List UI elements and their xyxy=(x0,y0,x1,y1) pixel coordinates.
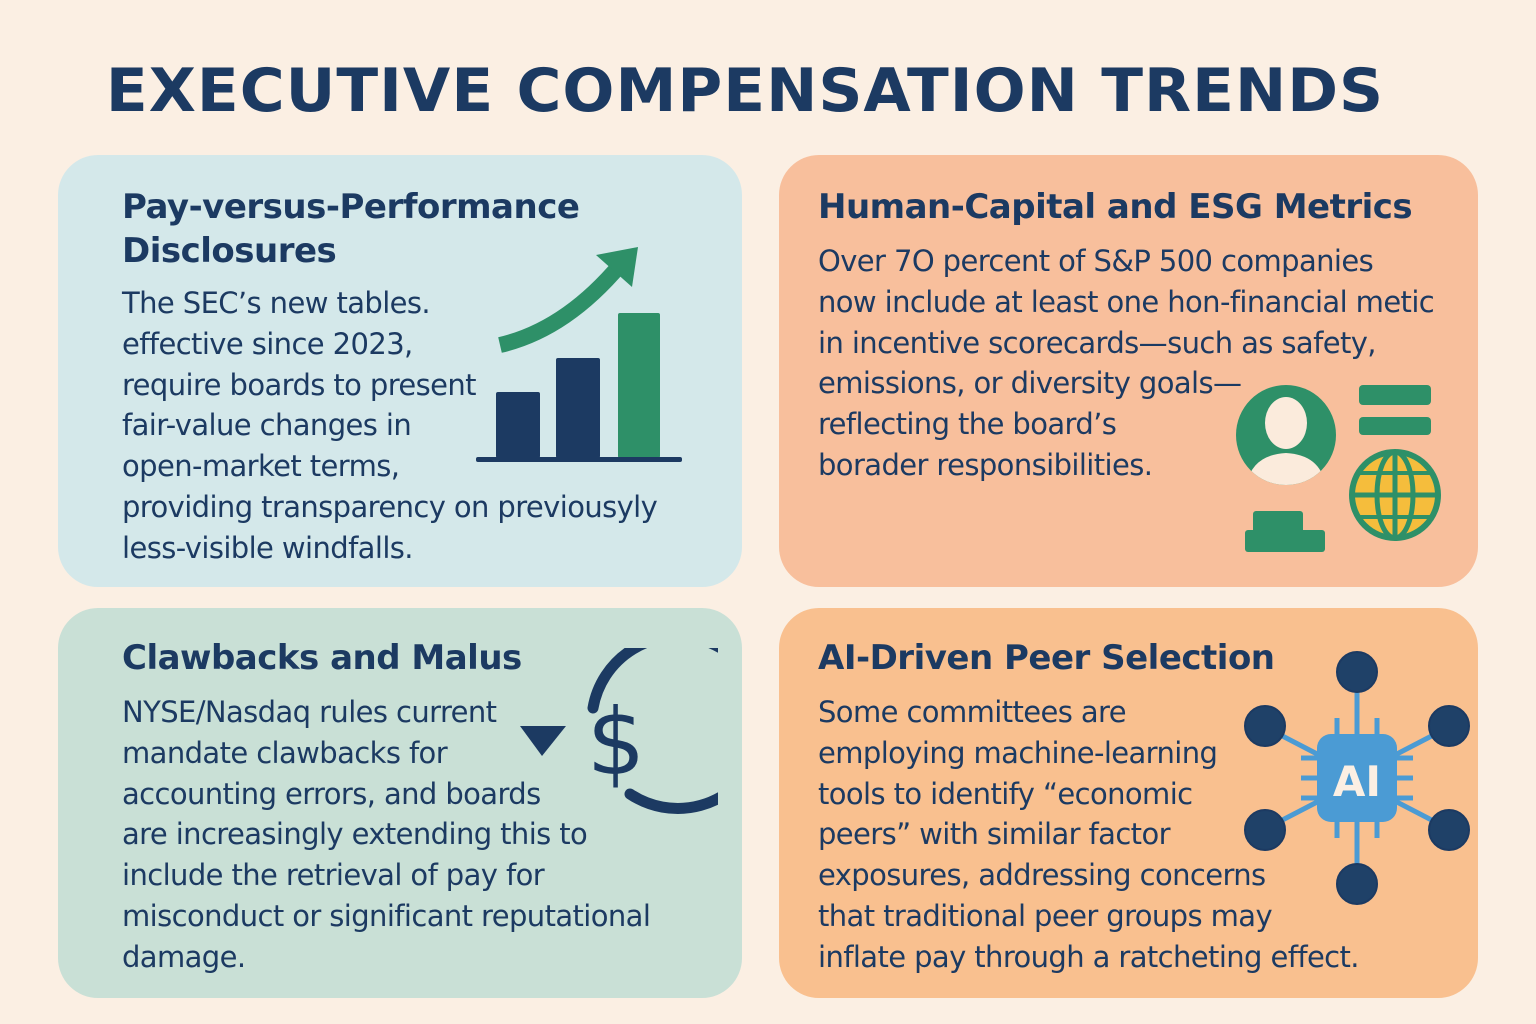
ai-label: AI xyxy=(1333,757,1381,806)
card-human-capital-esg: Human-Capital and ESG Metrics Over 7O pe… xyxy=(779,155,1478,587)
page-title: EXECUTIVE COMPENSATION TRENDS xyxy=(105,56,1385,126)
card-heading: Pay-versus-Performance Disclosures xyxy=(122,185,580,273)
bar-chart-growth-icon xyxy=(476,247,682,462)
card-body: The SEC’s new tables. effective since 20… xyxy=(122,286,658,565)
card-clawbacks-malus: Clawbacks and Malus NYSE/Nasdaq rules cu… xyxy=(58,608,742,998)
card-heading: Human-Capital and ESG Metrics xyxy=(818,187,1413,227)
card-heading-line1: Pay-versus-Performance xyxy=(122,187,580,227)
card-body: Over 7O percent of S&P 500 companies now… xyxy=(818,244,1435,482)
card-ai-peer-selection: AI-Driven Peer Selection Some committees… xyxy=(779,608,1478,998)
card-pay-versus-performance: Pay-versus-Performance Disclosures The S… xyxy=(58,155,742,587)
card-body: Some committees are employing machine-le… xyxy=(818,695,1360,974)
card-body: NYSE/Nasdaq rules current mandate clawba… xyxy=(122,695,651,974)
ai-chip-network-icon: AI xyxy=(1244,651,1470,905)
person-globe-icon xyxy=(1236,385,1441,552)
card-heading-line2: Disclosures xyxy=(122,231,337,271)
card-heading: Clawbacks and Malus xyxy=(122,638,522,678)
card-heading: AI-Driven Peer Selection xyxy=(818,638,1275,678)
svg-text:$: $ xyxy=(587,689,646,796)
dollar-return-icon: $ xyxy=(520,648,718,814)
